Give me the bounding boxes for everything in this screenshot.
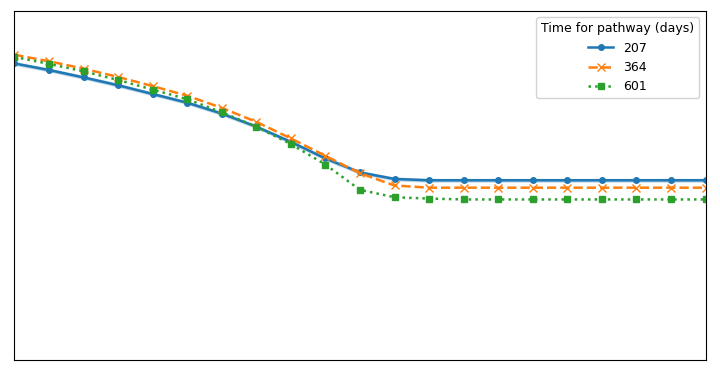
364 [494, 186, 503, 190]
Line: 601: 601 [12, 54, 708, 202]
Legend: 207, 364, 601: 207, 364, 601 [536, 17, 699, 98]
364 [148, 84, 157, 88]
364 [390, 183, 399, 188]
207 [528, 178, 537, 183]
207 [114, 83, 122, 88]
207 [632, 178, 641, 183]
364 [252, 119, 261, 124]
601 [114, 78, 122, 82]
364 [114, 75, 122, 79]
364 [563, 186, 572, 190]
601 [598, 197, 606, 202]
364 [459, 186, 468, 190]
Line: 364: 364 [10, 50, 710, 192]
601 [563, 197, 572, 202]
207 [459, 178, 468, 183]
601 [45, 62, 53, 66]
364 [528, 186, 537, 190]
601 [356, 188, 364, 192]
364 [287, 136, 295, 141]
207 [356, 170, 364, 175]
601 [252, 124, 261, 129]
207 [287, 139, 295, 144]
601 [321, 162, 330, 167]
364 [321, 154, 330, 158]
207 [701, 178, 710, 183]
601 [79, 69, 88, 73]
601 [701, 197, 710, 202]
207 [45, 68, 53, 72]
207 [321, 156, 330, 161]
364 [701, 186, 710, 190]
601 [183, 97, 192, 101]
601 [148, 87, 157, 92]
601 [459, 197, 468, 202]
364 [217, 106, 226, 110]
601 [390, 195, 399, 200]
601 [287, 142, 295, 146]
601 [667, 197, 675, 202]
364 [10, 52, 19, 57]
364 [598, 186, 606, 190]
207 [252, 124, 261, 129]
364 [425, 186, 433, 190]
601 [217, 110, 226, 115]
207 [563, 178, 572, 183]
364 [79, 66, 88, 71]
601 [425, 196, 433, 201]
364 [667, 186, 675, 190]
207 [667, 178, 675, 183]
207 [494, 178, 503, 183]
601 [528, 197, 537, 202]
207 [148, 92, 157, 96]
364 [45, 59, 53, 63]
207 [390, 177, 399, 181]
364 [632, 186, 641, 190]
207 [217, 111, 226, 116]
207 [183, 101, 192, 105]
364 [356, 171, 364, 175]
207 [79, 75, 88, 80]
207 [598, 178, 606, 183]
Line: 207: 207 [12, 61, 708, 183]
364 [183, 93, 192, 98]
601 [632, 197, 641, 202]
601 [494, 197, 503, 202]
207 [425, 178, 433, 183]
601 [10, 55, 19, 59]
207 [10, 61, 19, 66]
